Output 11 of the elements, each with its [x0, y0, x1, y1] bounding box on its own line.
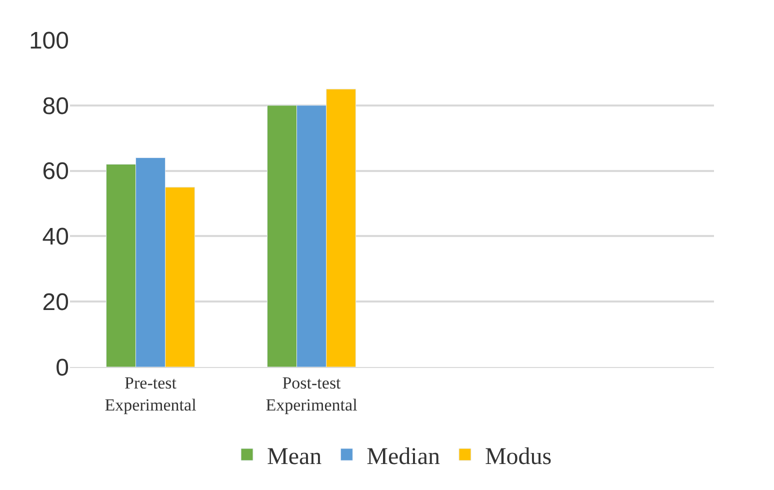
- x-tick-label: Post-test Experimental: [266, 373, 358, 414]
- y-tick-label: 20: [42, 289, 69, 316]
- y-tick-label: 100: [28, 27, 69, 54]
- legend-label: Mean: [267, 444, 322, 470]
- legend-label: Modus: [484, 444, 552, 470]
- legend-label: Median: [366, 444, 440, 470]
- x-tick-label: Pre-test Experimental: [104, 373, 197, 414]
- y-tick-label: 40: [42, 224, 69, 251]
- y-tick-label: 80: [42, 92, 69, 120]
- y-tick-label: 60: [42, 158, 69, 186]
- y-tick-label: 0: [56, 354, 69, 382]
